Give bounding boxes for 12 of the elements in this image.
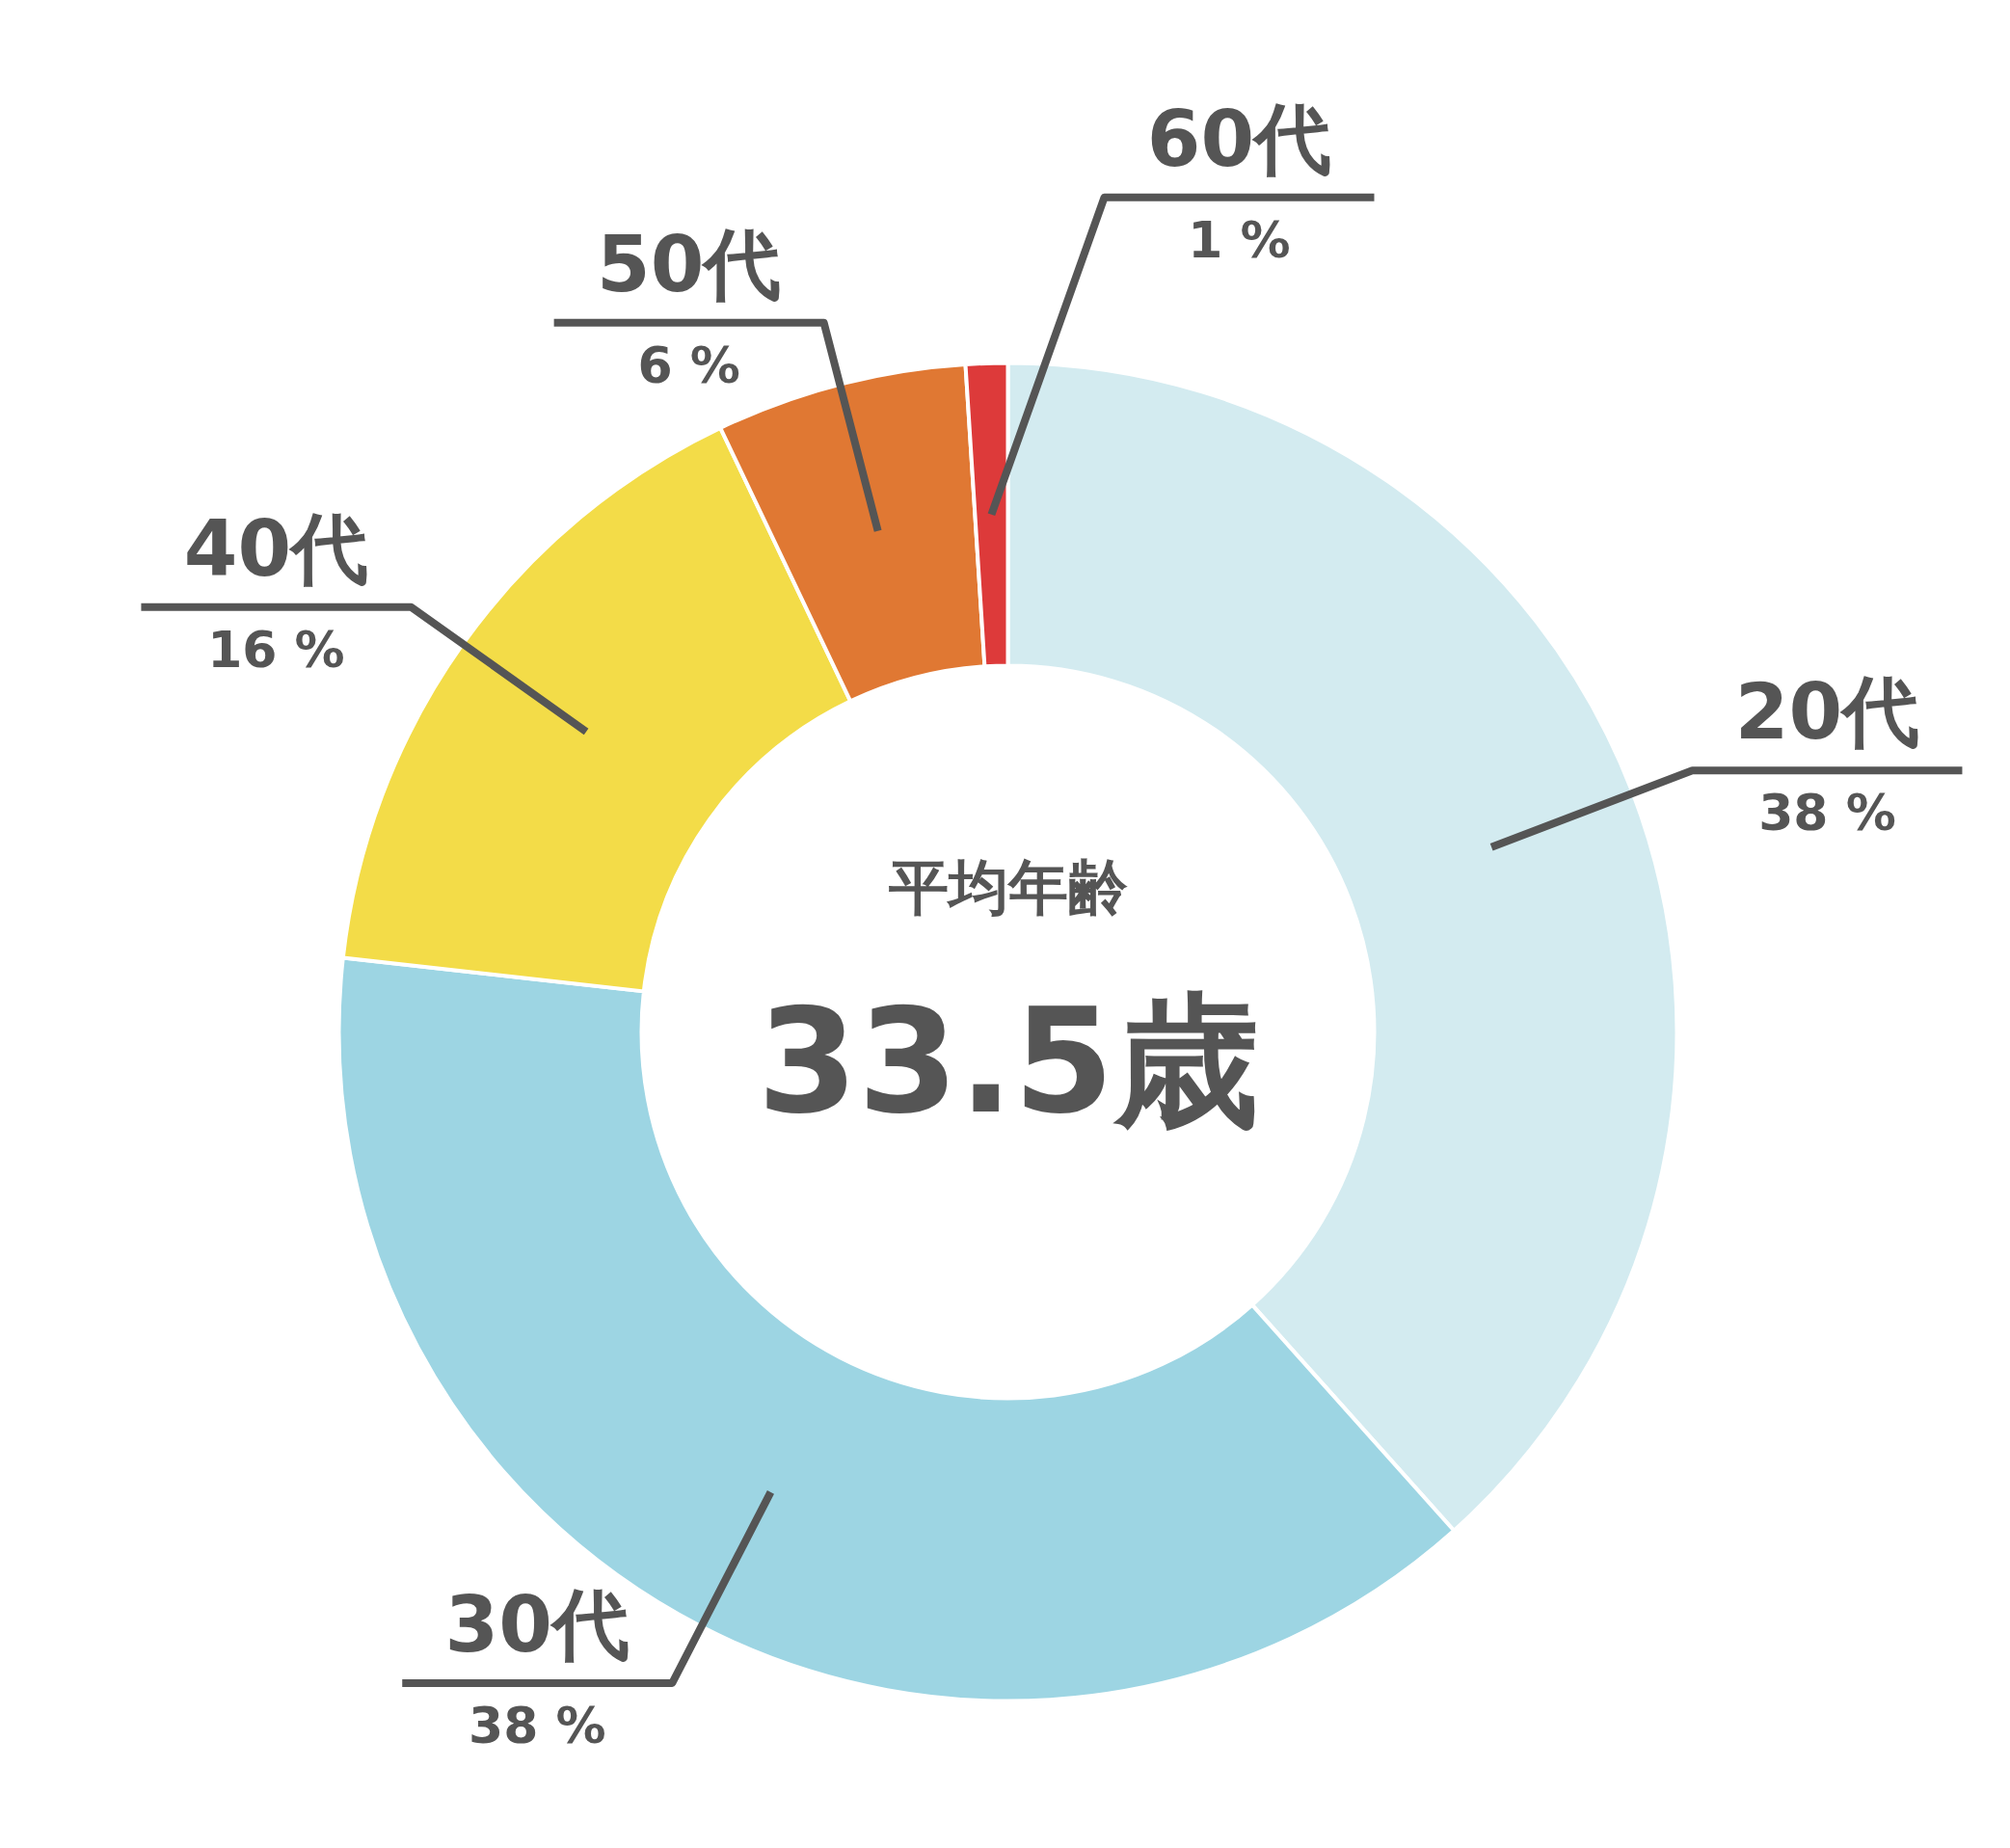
slice-label: 40代: [183, 503, 369, 594]
data-label: 38 %: [468, 1697, 606, 1755]
data-label: 1 %: [1188, 210, 1291, 269]
data-label: 6 %: [637, 335, 740, 394]
slice-label: 50代: [596, 219, 782, 309]
text: 平均年齢: [887, 852, 1128, 923]
slice-label: 20代: [1734, 667, 1920, 758]
slice-label: 60代: [1146, 94, 1332, 184]
data-label: 38 %: [1758, 784, 1896, 843]
slice-label: 30代: [444, 1580, 630, 1671]
text: 33.5歳: [757, 977, 1259, 1145]
data-label: 16 %: [207, 620, 345, 679]
